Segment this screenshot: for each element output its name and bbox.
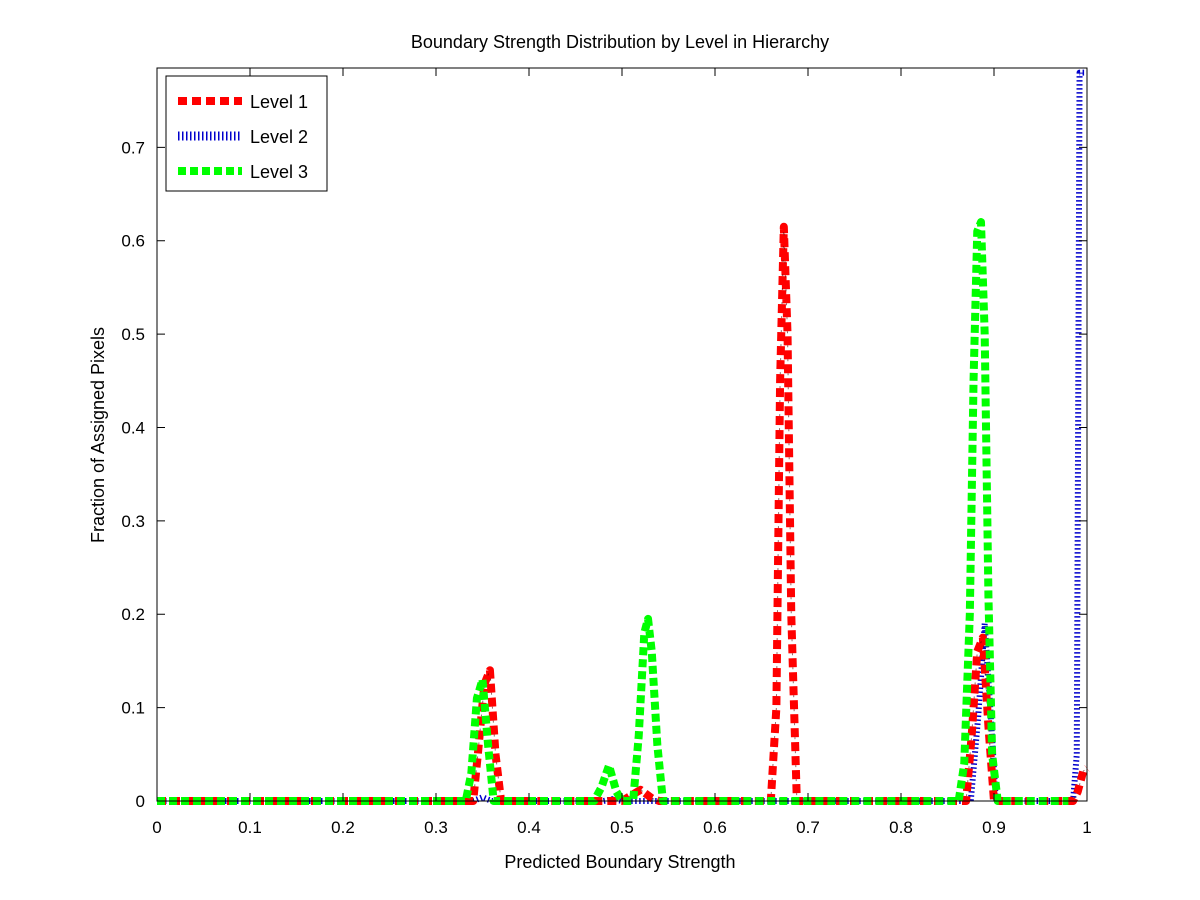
series-line-level-3 — [157, 218, 1069, 805]
legend: Level 1 Level 2 Level 3 — [165, 75, 328, 192]
x-tick-label: 1 — [1082, 818, 1091, 837]
x-tick-label: 0.9 — [982, 818, 1006, 837]
x-tick-label: 0.4 — [517, 818, 541, 837]
series-line-level-1 — [157, 222, 1090, 805]
legend-label-level-3: Level 3 — [250, 162, 308, 182]
x-tick-label: 0 — [152, 818, 161, 837]
plot-area — [157, 69, 1090, 805]
x-tick-label: 0.6 — [703, 818, 727, 837]
y-tick-label: 0 — [136, 792, 145, 811]
y-axis-title: Fraction of Assigned Pixels — [88, 327, 108, 543]
y-tick-label: 0.2 — [121, 605, 145, 624]
x-tick-label: 0.3 — [424, 818, 448, 837]
y-tick-label: 0.1 — [121, 699, 145, 718]
x-tick-label: 0.8 — [889, 818, 913, 837]
axis-ticks: 0 0.1 0.2 0.3 0.4 0.5 0.6 0.7 0.8 0.9 1 0 0.1 0.2 0.3 0… — [121, 68, 1092, 837]
legend-label-level-1: Level 1 — [250, 92, 308, 112]
y-tick-label: 0.6 — [121, 232, 145, 251]
series-line-level-1-detail — [157, 226, 1088, 802]
x-tick-label: 0.1 — [238, 818, 262, 837]
chart-title: Boundary Strength Distribution by Level … — [411, 32, 829, 52]
y-tick-label: 0.7 — [121, 138, 145, 157]
y-tick-label: 0.3 — [121, 512, 145, 531]
y-tick-label: 0.5 — [121, 325, 145, 344]
x-tick-label: 0.2 — [331, 818, 355, 837]
legend-label-level-2: Level 2 — [250, 127, 308, 147]
y-tick-label: 0.4 — [121, 418, 145, 437]
x-tick-label: 0.5 — [610, 818, 634, 837]
x-axis-title: Predicted Boundary Strength — [504, 852, 735, 872]
x-tick-label: 0.7 — [796, 818, 820, 837]
